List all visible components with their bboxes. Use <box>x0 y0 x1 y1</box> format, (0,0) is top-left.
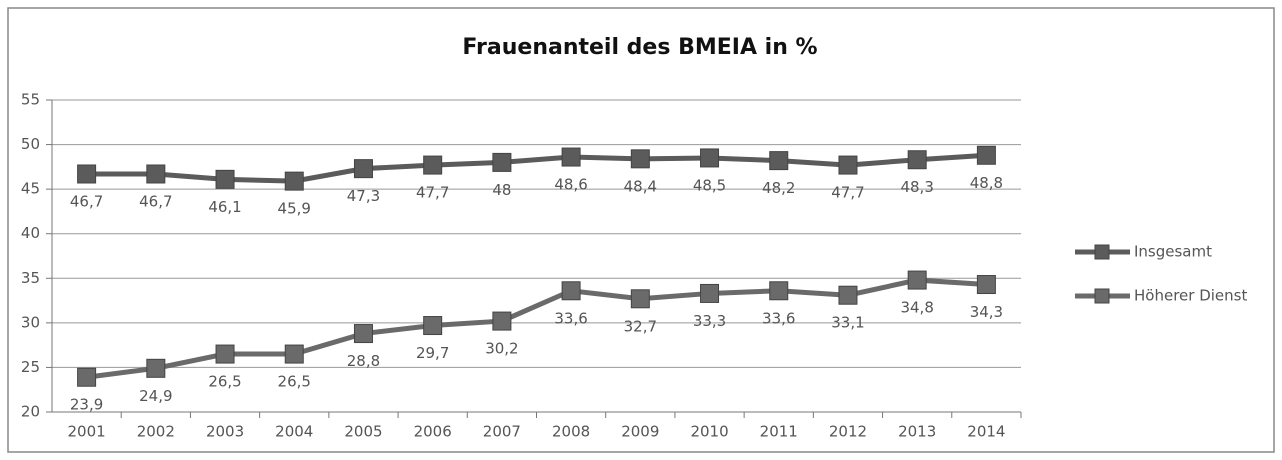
point-marker <box>215 169 235 189</box>
x-tick-label: 2003 <box>206 423 244 441</box>
data-label: 32,7 <box>624 317 657 335</box>
data-label: 48,8 <box>970 174 1003 192</box>
data-label: 48,4 <box>624 177 657 195</box>
data-label: 30,2 <box>485 340 518 358</box>
x-tick-label: 2012 <box>829 423 867 441</box>
x-tick-label: 2008 <box>552 423 590 441</box>
y-tick-label: 30 <box>21 313 40 331</box>
data-label: 33,6 <box>762 309 795 327</box>
point-marker <box>77 367 97 387</box>
data-label: 48,5 <box>693 176 726 194</box>
point-marker <box>492 311 512 331</box>
data-label: 48 <box>492 181 511 199</box>
x-tick-label: 2010 <box>690 423 728 441</box>
data-label: 48,6 <box>554 176 587 194</box>
data-label: 47,3 <box>347 187 380 205</box>
data-label: 46,1 <box>208 198 241 216</box>
chart-title: Frauenanteil des BMEIA in % <box>462 35 817 60</box>
point-marker <box>284 171 304 191</box>
point-marker <box>77 164 97 184</box>
point-marker <box>769 281 789 301</box>
data-label: 46,7 <box>139 192 172 210</box>
point-marker <box>838 285 858 305</box>
y-tick-label: 25 <box>21 358 40 376</box>
y-tick-label: 35 <box>21 269 40 287</box>
point-marker <box>630 149 650 169</box>
point-marker <box>146 358 166 378</box>
data-label: 29,7 <box>416 344 449 362</box>
data-label: 33,6 <box>554 309 587 327</box>
series-line <box>86 277 987 380</box>
data-label: 45,9 <box>278 200 311 218</box>
legend-marker <box>1094 288 1110 304</box>
data-label: 28,8 <box>347 352 380 370</box>
y-tick-label: 55 <box>21 91 40 109</box>
point-marker <box>838 155 858 175</box>
data-label: 34,3 <box>970 303 1003 321</box>
point-marker <box>561 147 581 167</box>
data-label: 26,5 <box>208 373 241 391</box>
x-tick-label: 2014 <box>967 423 1005 441</box>
series-line <box>86 152 987 184</box>
data-label: 46,7 <box>70 192 103 210</box>
point-marker <box>976 145 996 165</box>
data-label: 26,5 <box>278 373 311 391</box>
point-marker <box>700 148 720 168</box>
legend-label: Höherer Dienst <box>1134 287 1247 305</box>
point-marker <box>976 275 996 295</box>
point-marker <box>146 164 166 184</box>
data-label: 33,1 <box>831 314 864 332</box>
point-marker <box>907 150 927 170</box>
data-label: 48,3 <box>900 178 933 196</box>
point-marker <box>353 159 373 179</box>
x-tick-label: 2013 <box>898 423 936 441</box>
point-marker <box>492 152 512 172</box>
point-marker <box>700 283 720 303</box>
y-tick-label: 40 <box>21 224 40 242</box>
legend-marker <box>1094 244 1110 260</box>
x-tick-label: 2004 <box>275 423 313 441</box>
x-tick-label: 2005 <box>344 423 382 441</box>
x-tick-label: 2002 <box>137 423 175 441</box>
data-label: 23,9 <box>70 396 103 414</box>
data-label: 47,7 <box>831 184 864 202</box>
chart-frame <box>7 7 1275 453</box>
data-label: 48,2 <box>762 179 795 197</box>
data-label: 24,9 <box>139 387 172 405</box>
data-label: 33,3 <box>693 312 726 330</box>
point-marker <box>423 155 443 175</box>
x-tick-label: 2006 <box>414 423 452 441</box>
x-tick-label: 2007 <box>483 423 521 441</box>
point-marker <box>353 324 373 344</box>
point-marker <box>769 151 789 171</box>
point-marker <box>630 289 650 309</box>
point-marker <box>423 316 443 336</box>
point-marker <box>215 344 235 364</box>
y-tick-label: 50 <box>21 135 40 153</box>
data-label: 47,7 <box>416 184 449 202</box>
point-marker <box>907 270 927 290</box>
y-tick-label: 20 <box>21 403 40 421</box>
x-tick-label: 2009 <box>621 423 659 441</box>
data-label: 34,8 <box>900 299 933 317</box>
y-tick-label: 45 <box>21 180 40 198</box>
x-tick-label: 2011 <box>760 423 798 441</box>
point-marker <box>284 344 304 364</box>
legend-label: Insgesamt <box>1134 243 1212 261</box>
x-tick-label: 2001 <box>68 423 106 441</box>
point-marker <box>561 281 581 301</box>
